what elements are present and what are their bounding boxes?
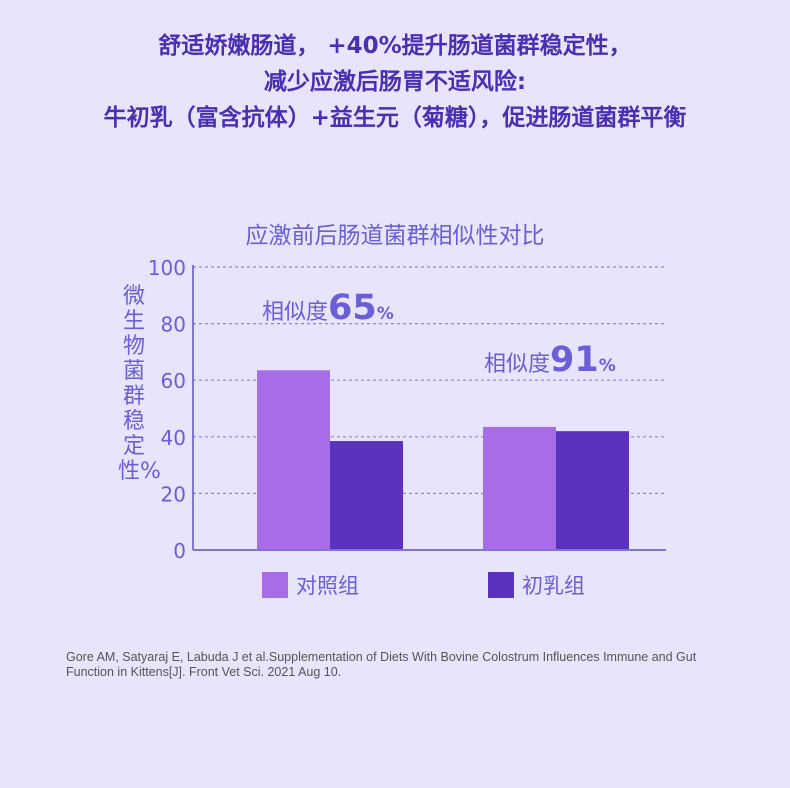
headline-line-1: 舒适娇嫩肠道， +40%提升肠道菌群稳定性， [158,33,632,59]
y-tick-label: 60 [161,369,186,393]
chart-title: 应激前后肠道菌群相似性对比 [245,223,545,249]
similarity-suffix: % [376,304,394,324]
similarity-annotation-control: 相似度65% [262,288,394,328]
similarity-prefix: 相似度 [484,352,551,377]
similarity-prefix: 相似度 [262,300,329,325]
bar-colostrum [556,431,629,550]
legend-swatch-control [262,572,288,598]
bar-control [483,426,556,550]
headline: 舒适娇嫩肠道， +40%提升肠道菌群稳定性， 减少应激后肠胃不适风险: 牛初乳（… [0,28,790,136]
bar-colostrum [330,441,403,550]
legend-swatch-colostrum [488,572,514,598]
similarity-value: 65 [328,288,377,328]
headline-line-3: 牛初乳（富含抗体）+益生元（菊糖），促进肠道菌群平衡 [103,105,687,131]
legend-label-colostrum: 初乳组 [522,574,585,598]
y-tick-label: 100 [148,256,186,280]
legend-item-colostrum: 初乳组 [488,570,585,600]
legend-label-control: 对照组 [296,574,359,598]
legend-item-control: 对照组 [262,570,359,600]
headline-line-2: 减少应激后肠胃不适风险: [263,69,527,95]
y-tick-label: 0 [173,539,186,563]
similarity-value: 91 [550,340,599,380]
similarity-suffix: % [598,356,616,376]
similarity-annotation-colostrum: 相似度91% [484,340,616,380]
y-tick-label: 20 [161,482,186,506]
citation: Gore AM, Satyaraj E, Labuda J et al.Supp… [66,650,697,679]
y-tick-label: 80 [161,313,186,337]
y-tick-label: 40 [161,426,186,450]
bar-control [257,370,330,550]
